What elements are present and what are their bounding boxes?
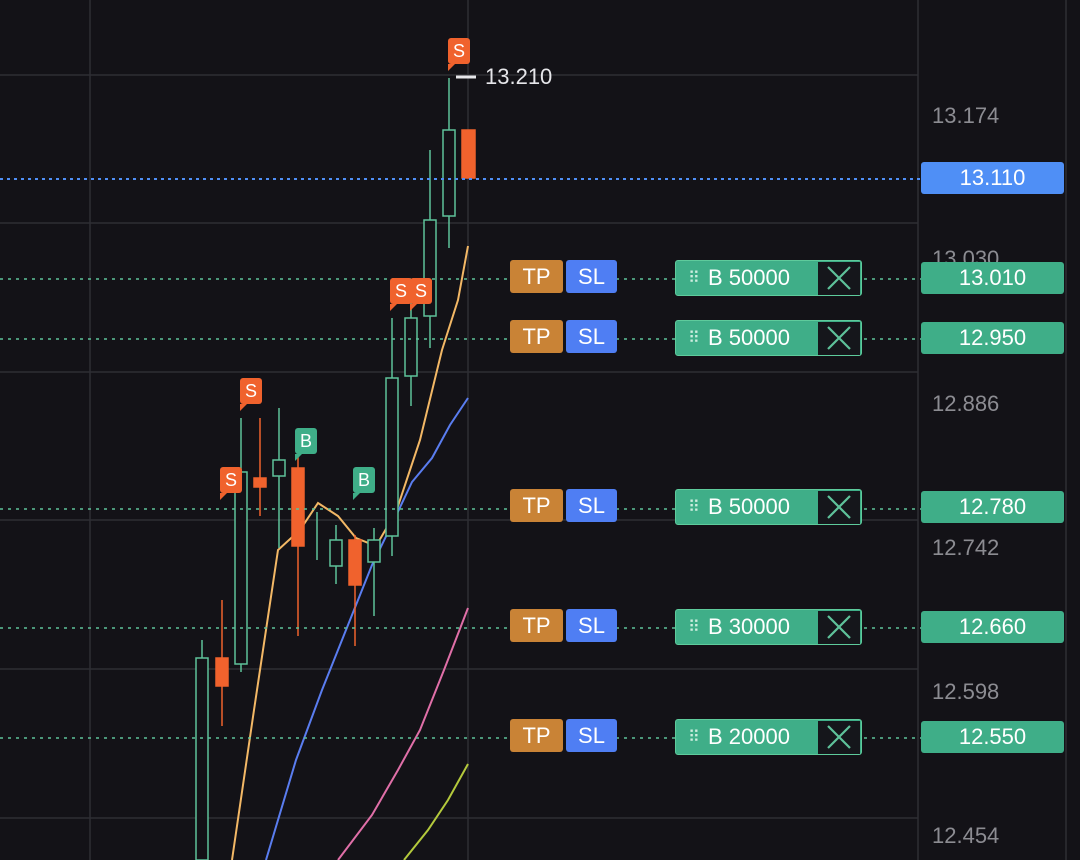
trade-marker-sell[interactable]: S bbox=[410, 278, 432, 311]
grip-dots-icon[interactable]: ⠿ bbox=[688, 729, 700, 746]
close-x-icon[interactable] bbox=[818, 610, 860, 644]
ma-slowest-line bbox=[403, 763, 469, 860]
take-profit-button[interactable]: TP bbox=[510, 719, 563, 752]
take-profit-button[interactable]: TP bbox=[510, 489, 563, 522]
grip-dots-icon[interactable]: ⠿ bbox=[688, 270, 700, 287]
candle-body bbox=[348, 539, 362, 586]
order-price-tag[interactable]: 13.010 bbox=[921, 262, 1064, 294]
trade-marker-sell[interactable]: S bbox=[220, 467, 242, 500]
grip-dots-icon[interactable]: ⠿ bbox=[688, 499, 700, 516]
current-price-tag: 13.110 bbox=[921, 162, 1064, 194]
price-axis-label: 12.598 bbox=[932, 679, 1000, 704]
price-axis-label: 12.742 bbox=[932, 535, 1000, 560]
candle-body bbox=[215, 657, 229, 687]
candle-body bbox=[253, 477, 267, 488]
order-label: B 20000 bbox=[708, 724, 790, 749]
order-chip[interactable]: ⠿ B 50000 bbox=[675, 260, 862, 296]
price-axis-label: 12.454 bbox=[932, 823, 1000, 848]
candle-body bbox=[234, 471, 248, 665]
take-profit-button[interactable]: TP bbox=[510, 260, 563, 293]
grip-dots-icon[interactable]: ⠿ bbox=[688, 619, 700, 636]
take-profit-button[interactable]: TP bbox=[510, 320, 563, 353]
trade-marker-buy[interactable]: B bbox=[295, 428, 317, 461]
take-profit-button[interactable]: TP bbox=[510, 609, 563, 642]
candle-body bbox=[195, 657, 209, 860]
order-label: B 30000 bbox=[708, 614, 790, 639]
order-chip[interactable]: ⠿ B 50000 bbox=[675, 489, 862, 525]
order-price-tag[interactable]: 12.780 bbox=[921, 491, 1064, 523]
order-price-tag[interactable]: 12.950 bbox=[921, 322, 1064, 354]
candle-body bbox=[367, 539, 381, 563]
order-lines bbox=[0, 278, 921, 739]
candle-body bbox=[385, 377, 399, 537]
stop-loss-button[interactable]: SL bbox=[566, 489, 617, 522]
order-label: B 50000 bbox=[708, 494, 790, 519]
candle-body bbox=[461, 129, 476, 179]
ma-mid-line bbox=[265, 397, 469, 860]
order-chip[interactable]: ⠿ B 50000 bbox=[675, 320, 862, 356]
ma-fast-line bbox=[231, 245, 469, 860]
ma-slow-line bbox=[337, 607, 469, 860]
candle-body bbox=[291, 467, 305, 547]
stop-loss-button[interactable]: SL bbox=[566, 320, 617, 353]
candles bbox=[195, 78, 476, 860]
trade-marker-sell[interactable]: S bbox=[390, 278, 412, 311]
stop-loss-button[interactable]: SL bbox=[566, 609, 617, 642]
order-price-tag[interactable]: 12.660 bbox=[921, 611, 1064, 643]
high-price-label: 13.210 bbox=[485, 64, 553, 89]
trade-marker-sell[interactable]: S bbox=[240, 378, 262, 411]
close-x-icon[interactable] bbox=[818, 321, 860, 355]
trade-marker-buy[interactable]: B bbox=[353, 467, 375, 500]
candle-body bbox=[404, 317, 418, 377]
close-x-icon[interactable] bbox=[818, 720, 860, 754]
order-label: B 50000 bbox=[708, 325, 790, 350]
candle-body bbox=[442, 129, 456, 217]
order-chip[interactable]: ⠿ B 20000 bbox=[675, 719, 862, 755]
stop-loss-button[interactable]: SL bbox=[566, 719, 617, 752]
grip-dots-icon[interactable]: ⠿ bbox=[688, 330, 700, 347]
trade-marker-sell[interactable]: S bbox=[448, 38, 470, 71]
price-axis-label: 13.174 bbox=[932, 103, 1000, 128]
order-chip[interactable]: ⠿ B 30000 bbox=[675, 609, 862, 645]
stop-loss-button[interactable]: SL bbox=[566, 260, 617, 293]
close-x-icon[interactable] bbox=[818, 490, 860, 524]
price-axis-label: 12.886 bbox=[932, 391, 1000, 416]
close-x-icon[interactable] bbox=[818, 261, 860, 295]
candle-body bbox=[272, 459, 286, 477]
order-label: B 50000 bbox=[708, 265, 790, 290]
order-price-tag[interactable]: 12.550 bbox=[921, 721, 1064, 753]
candle-body bbox=[329, 539, 343, 567]
